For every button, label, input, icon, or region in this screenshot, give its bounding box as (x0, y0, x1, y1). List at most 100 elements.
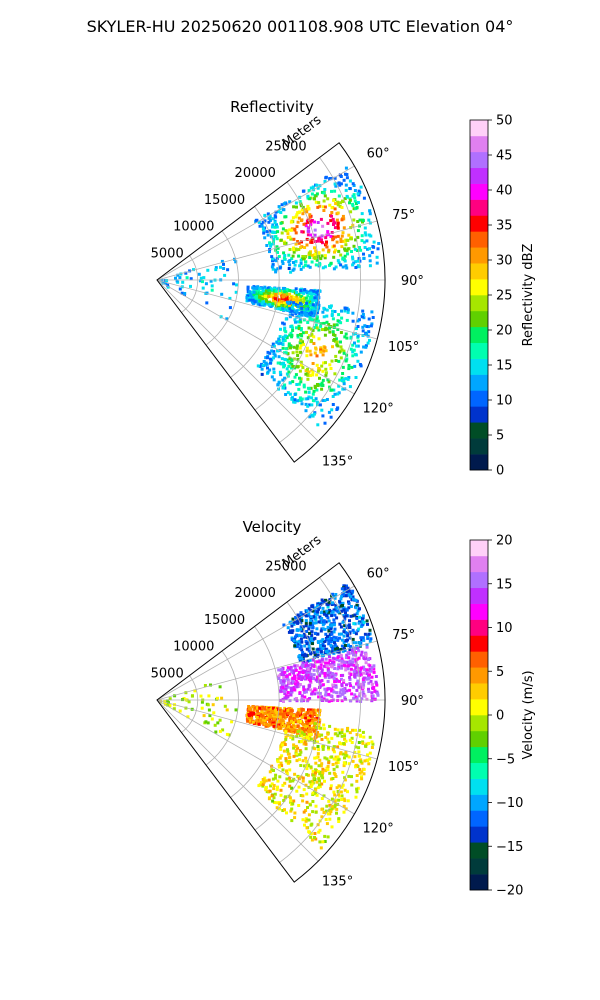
echo-pixel (312, 621, 316, 625)
echo-pixel (312, 729, 316, 733)
echo-pixel (318, 772, 322, 776)
echo-pixel (350, 741, 354, 744)
echo-pixel (284, 298, 288, 302)
echo-pixel (316, 610, 320, 614)
echo-pixel (345, 318, 349, 322)
echo-pixel (322, 794, 326, 798)
echo-pixel (341, 257, 345, 261)
echo-pixel (305, 349, 309, 353)
echo-pixel (312, 777, 316, 781)
echo-pixel (359, 653, 363, 657)
echo-pixel (267, 216, 271, 220)
echo-pixel (283, 692, 287, 696)
echo-pixel (290, 709, 294, 713)
echo-pixel (352, 184, 356, 187)
echo-pixel (295, 725, 299, 729)
echo-pixel (254, 286, 258, 290)
echo-pixel (362, 252, 365, 256)
echo-pixel (337, 757, 341, 761)
echo-pixel (330, 755, 334, 759)
echo-pixel (301, 759, 305, 763)
echo-pixel (311, 370, 315, 374)
echo-pixel (261, 227, 265, 231)
echo-pixel (365, 668, 369, 672)
echo-pixel (368, 664, 372, 668)
echo-pixel (336, 646, 339, 650)
echo-pixel (315, 326, 319, 330)
echo-pixel (271, 799, 275, 803)
echo-pixel (300, 310, 304, 314)
echo-pixel (299, 339, 303, 343)
echo-pixel (299, 258, 303, 262)
echo-pixel (339, 345, 343, 349)
echo-pixel (310, 240, 314, 244)
echo-pixel (320, 408, 324, 412)
echo-pixel (356, 192, 360, 196)
echo-pixel (364, 344, 368, 348)
echo-pixel (199, 276, 203, 280)
echo-pixel (335, 616, 339, 620)
echo-pixel (283, 711, 286, 715)
echo-pixel (361, 309, 365, 313)
echo-pixel (330, 408, 334, 412)
echo-pixel (367, 658, 370, 661)
azimuth-gridline (156, 699, 378, 760)
echo-pixel (355, 603, 359, 607)
echo-pixel (288, 289, 292, 293)
echo-pixel (302, 699, 306, 703)
colorbar-swatch (470, 151, 488, 169)
echo-pixel (322, 315, 326, 319)
echo-pixel (298, 758, 301, 762)
echo-pixel (268, 712, 272, 716)
echo-pixel (330, 623, 334, 627)
echo-pixel (371, 694, 375, 698)
echo-pixel (320, 762, 324, 766)
echo-pixel (283, 743, 287, 746)
echo-pixel (288, 235, 292, 239)
echo-pixel (292, 261, 295, 264)
echo-pixel (310, 782, 314, 786)
echo-pixel (304, 304, 308, 308)
echo-pixel (270, 230, 274, 234)
echo-pixel (355, 206, 359, 209)
echo-pixel (275, 223, 278, 227)
echo-pixel (270, 265, 274, 269)
echo-pixel (221, 728, 225, 732)
echo-region (277, 645, 380, 703)
echo-pixel (314, 397, 318, 401)
echo-pixel (316, 186, 320, 190)
echo-pixel (352, 348, 356, 352)
echo-pixel (365, 619, 369, 623)
echo-pixel (290, 621, 294, 625)
echo-pixel (370, 310, 374, 314)
echo-pixel (322, 723, 326, 727)
echo-pixel (276, 707, 280, 711)
echo-pixel (330, 661, 334, 665)
echo-pixel (318, 680, 322, 684)
echo-pixel (344, 739, 348, 743)
echo-pixel (332, 690, 336, 694)
echo-pixel (342, 797, 346, 801)
colorbar-swatch (470, 406, 488, 423)
echo-pixel (281, 378, 285, 382)
echo-pixel (309, 292, 313, 295)
echo-pixel (313, 768, 317, 772)
echo-pixel (348, 648, 352, 651)
echo-pixel (316, 650, 320, 654)
echo-pixel (348, 385, 352, 389)
echo-pixel (368, 264, 372, 268)
echo-pixel (291, 326, 295, 330)
echo-pixel (220, 696, 224, 700)
echo-pixel (273, 225, 277, 229)
echo-pixel (272, 367, 276, 371)
echo-pixel (312, 289, 316, 293)
echo-pixel (317, 748, 321, 752)
echo-pixel (364, 652, 368, 656)
colorbar-swatch (470, 635, 488, 652)
colorbar-swatch (470, 422, 488, 439)
echo-pixel (274, 215, 278, 219)
echo-pixel (258, 717, 262, 721)
echo-pixel (295, 205, 298, 209)
echo-pixel (290, 725, 294, 729)
echo-pixel (275, 237, 279, 241)
